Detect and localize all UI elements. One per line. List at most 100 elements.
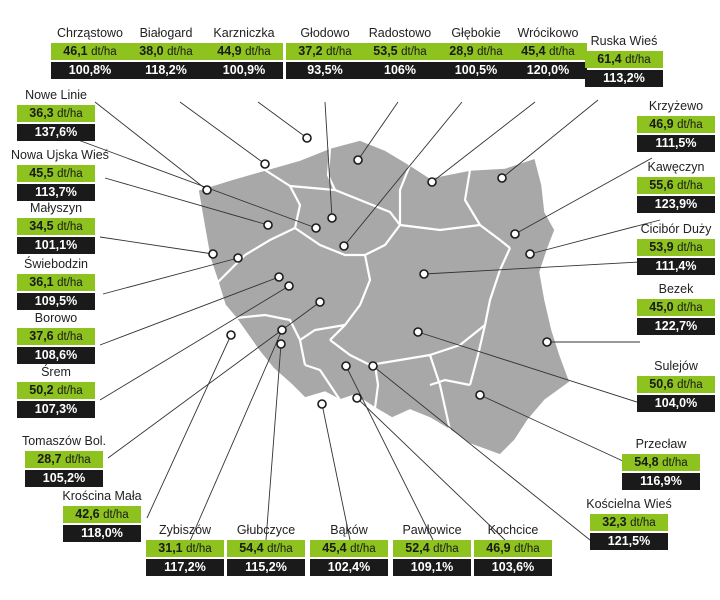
percent-value: 113,7% (17, 184, 95, 201)
location-name: Krzyżewo (648, 99, 704, 113)
location-label: Sulejów 50,6 dt/ha 104,0% (631, 359, 720, 412)
yield-number: 44,9 (217, 44, 242, 58)
yield-number: 38,0 (139, 44, 164, 58)
leader-line (265, 343, 282, 541)
location-markers (202, 133, 552, 409)
location-name: Śrem (41, 365, 71, 379)
yield-unit: dt/ha (91, 46, 117, 58)
location-label: Zybiszów 31,1 dt/ha 117,2% (140, 523, 230, 576)
leader-line (501, 99, 599, 179)
yield-unit: dt/ha (662, 457, 688, 469)
location-label: Nowa Ujska Wieś 45,5 dt/ha 113,7% (11, 148, 109, 201)
location-marker (525, 249, 535, 259)
yield-unit: dt/ha (677, 242, 703, 254)
percent-value: 108,6% (17, 347, 95, 364)
yield-unit: dt/ha (630, 517, 656, 529)
yield-number: 32,3 (602, 515, 627, 529)
location-label: Nowe Linie 36,3 dt/ha 137,6% (11, 88, 101, 141)
location-label: Radostowo 53,5 dt/ha 106% (355, 26, 445, 79)
yield-number: 55,6 (649, 178, 674, 192)
location-marker (497, 173, 507, 183)
yield-unit: dt/ha (65, 454, 91, 466)
yield-number: 42,6 (75, 507, 100, 521)
location-marker (276, 339, 286, 349)
region-borders (217, 147, 512, 431)
location-marker (277, 325, 287, 335)
percent-value: 116,9% (622, 473, 700, 490)
location-marker (341, 361, 351, 371)
location-label: Cicibór Duży 53,9 dt/ha 111,4% (631, 222, 720, 275)
yield-unit: dt/ha (326, 46, 352, 58)
yield-number: 61,4 (597, 52, 622, 66)
location-marker (263, 220, 273, 230)
percent-value: 107,3% (17, 401, 95, 418)
percent-value: 111,4% (637, 258, 715, 275)
yield-number: 45,4 (521, 44, 546, 58)
yield-value: 54,4 dt/ha (227, 540, 305, 557)
yield-number: 46,9 (649, 117, 674, 131)
yield-value: 46,9 dt/ha (474, 540, 552, 557)
percent-value: 109,5% (17, 293, 95, 310)
percent-value: 100,9% (205, 62, 283, 79)
location-name: Nowa Ujska Wieś (11, 148, 109, 162)
location-name: Wrócikowo (517, 26, 579, 40)
location-label: Karzniczka 44,9 dt/ha 100,9% (199, 26, 289, 79)
location-name: Ruska Wieś (590, 34, 658, 48)
location-marker (327, 213, 337, 223)
yield-unit: dt/ha (677, 119, 703, 131)
yield-number: 53,5 (373, 44, 398, 58)
leader-line (417, 331, 641, 404)
location-name: Kawęczyn (647, 160, 705, 174)
location-label: Bąków 45,4 dt/ha 102,4% (304, 523, 394, 576)
percent-value: 103,6% (474, 559, 552, 576)
yield-unit: dt/ha (514, 543, 540, 555)
yield-value: 45,0 dt/ha (637, 299, 715, 316)
location-name: Pawłowice (402, 523, 462, 537)
location-name: Krościna Mała (62, 489, 142, 503)
yield-unit: dt/ha (57, 108, 83, 120)
location-name: Karzniczka (213, 26, 275, 40)
yield-number: 28,7 (37, 452, 62, 466)
location-label: Krościna Mała 42,6 dt/ha 118,0% (57, 489, 147, 542)
location-label: Tomaszów Bol. 28,7 dt/ha 105,2% (19, 434, 109, 487)
yield-unit: dt/ha (677, 302, 703, 314)
percent-value: 101,1% (17, 237, 95, 254)
leader-line (99, 285, 290, 401)
yield-number: 37,6 (29, 329, 54, 343)
percent-value: 100,5% (437, 62, 515, 79)
location-marker (317, 399, 327, 409)
location-marker (368, 361, 378, 371)
yield-value: 53,9 dt/ha (637, 239, 715, 256)
percent-value: 102,4% (310, 559, 388, 576)
yield-value: 52,4 dt/ha (393, 540, 471, 557)
yield-value: 50,2 dt/ha (17, 382, 95, 399)
yield-value: 45,4 dt/ha (509, 43, 587, 60)
leader-line (529, 219, 661, 255)
yield-unit: dt/ha (57, 221, 83, 233)
yield-value: 34,5 dt/ha (17, 218, 95, 235)
location-label: Głodowo 37,2 dt/ha 93,5% (280, 26, 370, 79)
country-outline (197, 139, 571, 456)
location-label: Pawłowice 52,4 dt/ha 109,1% (387, 523, 477, 576)
percent-value: 105,2% (25, 470, 103, 487)
location-marker (233, 253, 243, 263)
leader-line (102, 257, 239, 295)
leader-line (99, 276, 280, 346)
yield-value: 38,0 dt/ha (127, 43, 205, 60)
yield-value: 37,2 dt/ha (286, 43, 364, 60)
yield-number: 50,2 (29, 383, 54, 397)
yield-unit: dt/ha (186, 543, 212, 555)
leader-line (343, 101, 463, 247)
yield-value: 32,3 dt/ha (590, 514, 668, 531)
yield-value: 46,1 dt/ha (51, 43, 129, 60)
location-name: Nowe Linie (25, 88, 87, 102)
leader-line (94, 101, 208, 191)
location-name: Radostowo (368, 26, 432, 40)
percent-value: 137,6% (17, 124, 95, 141)
location-name: Zybiszów (158, 523, 212, 537)
yield-value: 31,1 dt/ha (146, 540, 224, 557)
yield-unit: dt/ha (57, 385, 83, 397)
leader-line (321, 403, 351, 541)
yield-number: 50,6 (649, 377, 674, 391)
